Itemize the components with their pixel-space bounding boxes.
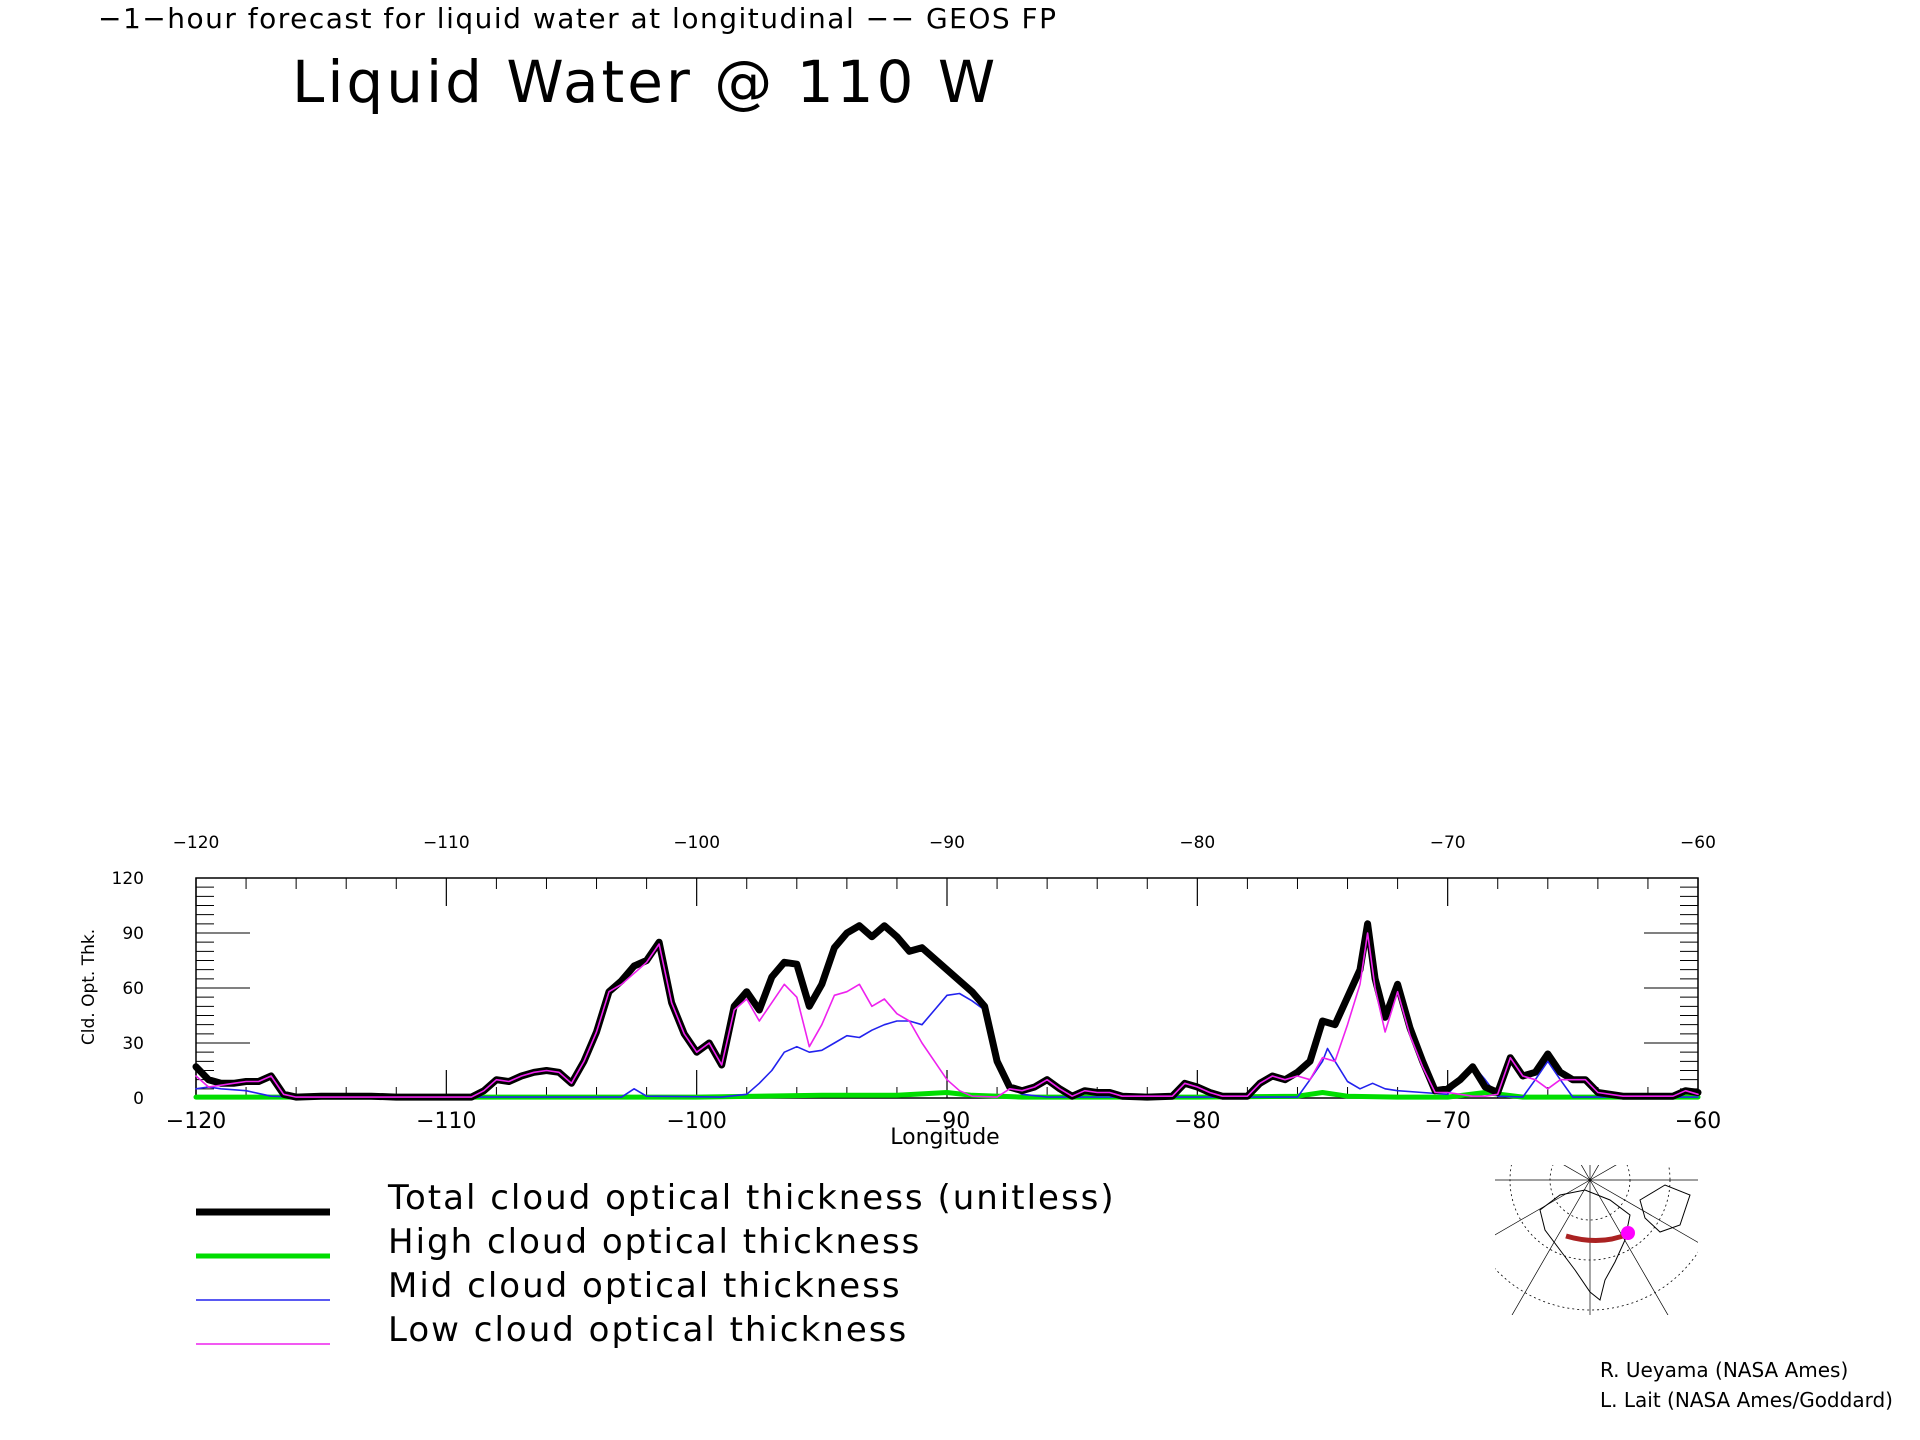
credit-line-2: L. Lait (NASA Ames/Goddard) [1600,1388,1893,1412]
x-tick-label-top: −70 [1430,833,1466,853]
credit-line-1: R. Ueyama (NASA Ames) [1600,1358,1849,1382]
x-tick-label-bottom: −100 [666,1109,726,1134]
x-tick-label-top: −110 [423,833,470,853]
y-tick-label: 0 [133,1089,144,1109]
x-tick-label-bottom: −80 [1174,1109,1220,1134]
forecast-subtitle: −1−hour forecast for liquid water at lon… [98,2,1058,35]
y-tick-label: 90 [122,924,144,944]
y-tick-label: 30 [122,1034,144,1054]
map-transect-marker [1621,1226,1635,1240]
legend-label-low: Low cloud optical thickness [388,1310,909,1350]
map-meridian [1589,1179,1669,1315]
x-tick-label-bottom: −120 [166,1109,226,1134]
map-meridian [1511,1179,1591,1315]
x-tick-label-top: −100 [673,833,720,853]
series-line-low [195,932,1699,1098]
x-tick-label-bottom: −110 [416,1109,476,1134]
map-meridian [1495,1179,1591,1236]
legend-label-total: Total cloud optical thickness (unitless) [388,1178,1116,1218]
legend [196,1208,330,1345]
x-tick-label-bottom: −60 [1675,1109,1721,1134]
locator-map [1495,1165,1698,1315]
legend-label-mid: Mid cloud optical thickness [388,1266,902,1306]
legend-label-high: High cloud optical thickness [388,1222,922,1262]
x-tick-label-top: −90 [929,833,965,853]
chart-title: Liquid Water @ 110 W [292,48,999,116]
map-meridian [1589,1179,1698,1243]
x-tick-label-bottom: −70 [1424,1109,1470,1134]
map-coastline [1539,1189,1631,1301]
x-axis-label: Longitude [890,1125,999,1150]
x-tick-label-top: −80 [1179,833,1215,853]
axis-ticks [195,877,1699,1099]
x-tick-label-top: −60 [1680,833,1716,853]
map-coastline-greenland [1639,1184,1691,1233]
x-tick-label-bottom: −90 [924,1109,970,1134]
axis-tick-labels: −120 −120 −110 −110 −100 −100 −90 −90 −80 −80 −70 −… [112,833,1722,1134]
y-tick-label: 120 [112,869,144,889]
x-tick-label-top: −120 [173,833,220,853]
y-tick-label: 60 [122,979,144,999]
y-axis-label: Cld. Opt. Thk. [79,929,99,1045]
series-layer [192,920,1702,1101]
